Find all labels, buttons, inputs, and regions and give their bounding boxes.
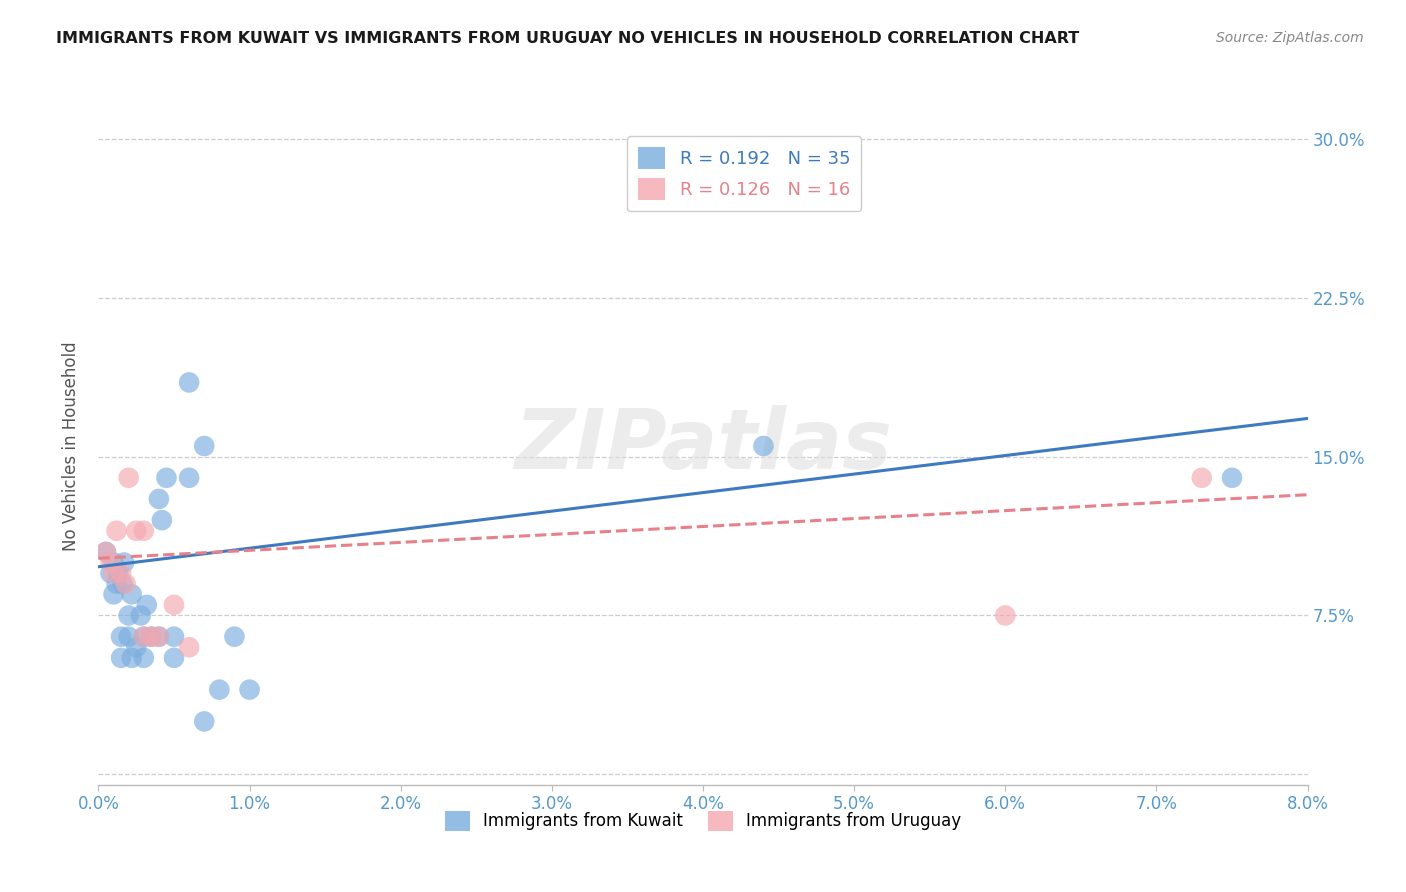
Point: [155, 471, 177, 485]
Point: [110, 651, 132, 665]
Point: [129, 608, 152, 623]
Point: [121, 587, 143, 601]
Point: [150, 513, 173, 527]
Point: [118, 608, 141, 623]
Point: [114, 576, 136, 591]
Point: [112, 556, 135, 570]
Point: [103, 556, 125, 570]
Point: [94, 545, 117, 559]
Point: [111, 576, 134, 591]
Point: [148, 630, 170, 644]
Point: [193, 439, 215, 453]
Point: [132, 651, 155, 665]
Point: [193, 714, 215, 729]
Point: [121, 651, 143, 665]
Point: [994, 608, 1017, 623]
Text: IMMIGRANTS FROM KUWAIT VS IMMIGRANTS FROM URUGUAY NO VEHICLES IN HOUSEHOLD CORRE: IMMIGRANTS FROM KUWAIT VS IMMIGRANTS FRO…: [56, 31, 1080, 46]
Point: [132, 524, 155, 538]
Point: [208, 682, 231, 697]
Point: [179, 471, 201, 485]
Point: [179, 376, 201, 390]
Point: [163, 651, 186, 665]
Point: [105, 524, 128, 538]
Point: [179, 640, 201, 655]
Text: Source: ZipAtlas.com: Source: ZipAtlas.com: [1216, 31, 1364, 45]
Point: [107, 566, 129, 581]
Point: [94, 545, 117, 559]
Point: [132, 630, 155, 644]
Point: [239, 682, 262, 697]
Point: [163, 598, 186, 612]
Y-axis label: No Vehicles in Household: No Vehicles in Household: [62, 341, 80, 551]
Point: [100, 556, 122, 570]
Text: ZIPatlas: ZIPatlas: [515, 406, 891, 486]
Point: [224, 630, 246, 644]
Point: [125, 640, 148, 655]
Legend: Immigrants from Kuwait, Immigrants from Uruguay: Immigrants from Kuwait, Immigrants from …: [439, 804, 967, 838]
Point: [148, 630, 170, 644]
Point: [103, 566, 125, 581]
Point: [1191, 471, 1213, 485]
Point: [752, 439, 775, 453]
Point: [125, 524, 148, 538]
Point: [163, 630, 186, 644]
Point: [110, 566, 132, 581]
Point: [105, 576, 128, 591]
Point: [103, 587, 125, 601]
Point: [141, 630, 163, 644]
Point: [141, 630, 163, 644]
Point: [132, 630, 155, 644]
Point: [135, 598, 157, 612]
Point: [118, 471, 141, 485]
Point: [148, 491, 170, 506]
Point: [1220, 471, 1243, 485]
Point: [118, 630, 141, 644]
Point: [100, 566, 122, 581]
Point: [110, 630, 132, 644]
